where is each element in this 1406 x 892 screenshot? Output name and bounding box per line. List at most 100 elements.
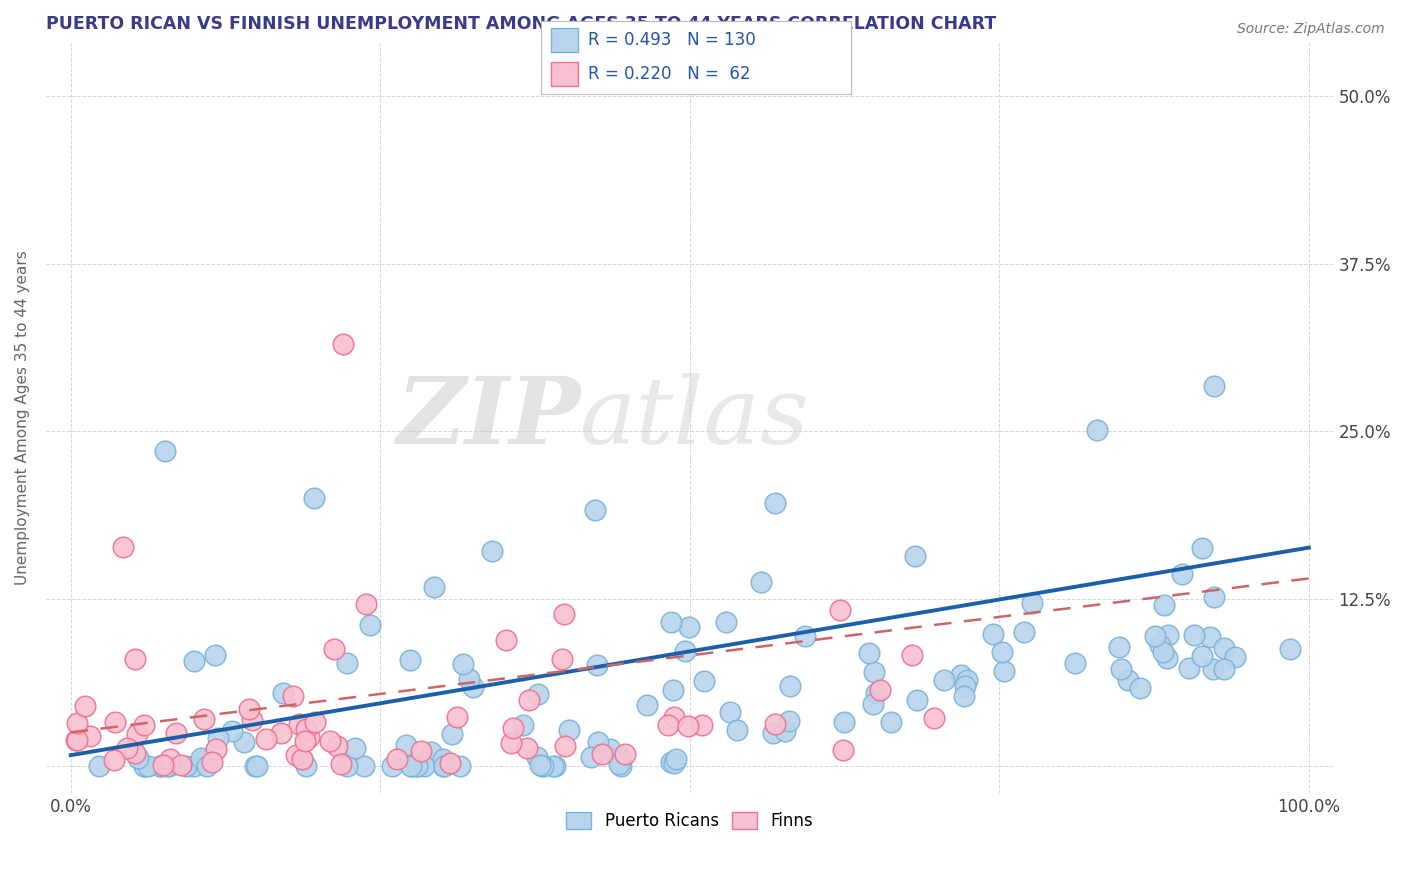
Point bbox=[554, 739, 576, 754]
Point bbox=[662, 683, 685, 698]
Point bbox=[405, 759, 427, 773]
Point bbox=[332, 337, 354, 351]
Point bbox=[714, 615, 737, 629]
Point bbox=[1178, 660, 1201, 674]
Point bbox=[193, 712, 215, 726]
Point bbox=[1182, 628, 1205, 642]
Point bbox=[591, 747, 613, 762]
Point bbox=[1198, 630, 1220, 644]
Point bbox=[194, 751, 217, 765]
Point bbox=[718, 705, 741, 719]
Point bbox=[406, 759, 429, 773]
Point bbox=[294, 734, 316, 748]
Point bbox=[991, 645, 1014, 659]
Point bbox=[613, 747, 636, 762]
Text: ZIP: ZIP bbox=[396, 373, 581, 463]
Point bbox=[531, 759, 554, 773]
Point bbox=[922, 711, 945, 725]
Point bbox=[111, 540, 134, 554]
Point bbox=[166, 726, 188, 740]
Point bbox=[271, 685, 294, 699]
Point bbox=[863, 665, 886, 679]
Point bbox=[725, 723, 748, 737]
Point bbox=[440, 727, 463, 741]
Point bbox=[517, 693, 540, 707]
Point bbox=[401, 759, 423, 773]
Point bbox=[583, 503, 606, 517]
Point bbox=[934, 673, 956, 688]
Point bbox=[446, 710, 468, 724]
Point bbox=[138, 759, 160, 773]
Point bbox=[156, 759, 179, 773]
Point bbox=[238, 702, 260, 716]
Point bbox=[981, 627, 1004, 641]
Point bbox=[1212, 662, 1234, 676]
Point bbox=[399, 653, 422, 667]
Point bbox=[763, 496, 786, 510]
Point bbox=[254, 731, 277, 746]
Point bbox=[127, 750, 149, 764]
Point bbox=[1156, 651, 1178, 665]
Point bbox=[291, 752, 314, 766]
Point bbox=[993, 664, 1015, 678]
Point bbox=[356, 597, 378, 611]
Point bbox=[1129, 681, 1152, 696]
Point bbox=[869, 683, 891, 698]
Point bbox=[127, 727, 149, 741]
Point bbox=[1223, 649, 1246, 664]
Point bbox=[65, 732, 87, 747]
Point bbox=[778, 714, 800, 728]
Point bbox=[336, 759, 359, 773]
Point bbox=[65, 733, 87, 747]
Point bbox=[75, 698, 97, 713]
Point bbox=[124, 746, 146, 760]
Point bbox=[495, 632, 517, 647]
Point bbox=[579, 749, 602, 764]
Point bbox=[344, 741, 367, 756]
Point bbox=[233, 735, 256, 749]
Text: PUERTO RICAN VS FINNISH UNEMPLOYMENT AMONG AGES 35 TO 44 YEARS CORRELATION CHART: PUERTO RICAN VS FINNISH UNEMPLOYMENT AMO… bbox=[46, 15, 997, 33]
Legend: Puerto Ricans, Finns: Puerto Ricans, Finns bbox=[560, 805, 820, 837]
Point bbox=[149, 759, 172, 773]
Point bbox=[281, 689, 304, 703]
Point bbox=[541, 759, 564, 773]
Point bbox=[134, 759, 156, 773]
Point bbox=[661, 755, 683, 769]
Point bbox=[499, 736, 522, 750]
Point bbox=[159, 752, 181, 766]
Point bbox=[221, 724, 243, 739]
Point bbox=[1149, 639, 1171, 653]
Point bbox=[245, 759, 267, 773]
Text: Source: ZipAtlas.com: Source: ZipAtlas.com bbox=[1237, 22, 1385, 37]
Point bbox=[762, 726, 785, 740]
Point bbox=[1171, 567, 1194, 582]
Point bbox=[439, 756, 461, 770]
Point bbox=[413, 759, 436, 773]
Point bbox=[153, 444, 176, 458]
Point bbox=[295, 759, 318, 773]
Point bbox=[115, 740, 138, 755]
Point bbox=[433, 759, 456, 773]
Point bbox=[956, 673, 979, 687]
Point bbox=[779, 679, 801, 693]
Point bbox=[1191, 541, 1213, 556]
Point bbox=[610, 749, 633, 764]
Point bbox=[409, 744, 432, 758]
Point bbox=[319, 734, 342, 748]
Point bbox=[291, 751, 314, 765]
Point bbox=[609, 748, 631, 763]
Point bbox=[512, 718, 534, 732]
Point bbox=[302, 491, 325, 505]
Point bbox=[953, 679, 976, 693]
Point bbox=[1108, 640, 1130, 655]
Point bbox=[240, 713, 263, 727]
Point bbox=[1116, 673, 1139, 687]
Point bbox=[395, 738, 418, 752]
Point bbox=[149, 759, 172, 773]
Point bbox=[1012, 624, 1035, 639]
Point bbox=[828, 603, 851, 617]
Point bbox=[1202, 379, 1225, 393]
Point bbox=[359, 618, 381, 632]
Point bbox=[432, 759, 454, 773]
Point bbox=[1085, 423, 1108, 437]
